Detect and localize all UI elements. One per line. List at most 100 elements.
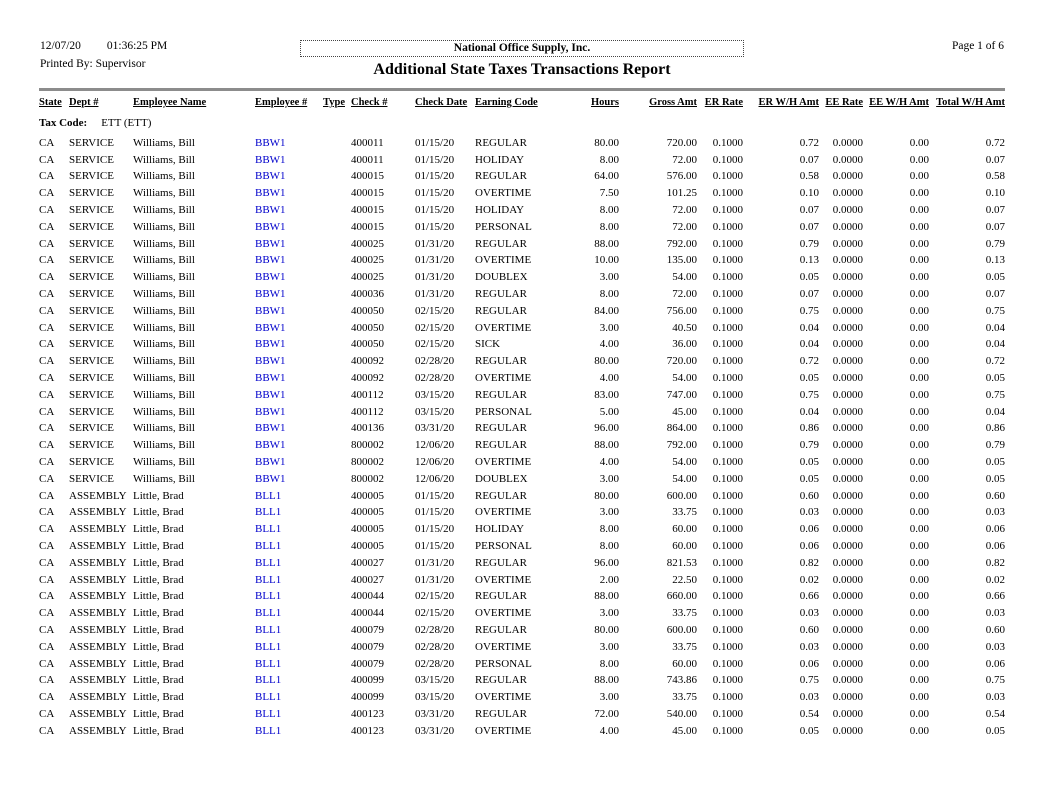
- cell-gross-amt: 743.86: [666, 674, 697, 687]
- table-row: CA SERVICE Williams, Bill BBW1 400015 01/15/2…: [39, 168, 1005, 185]
- employee-number-link[interactable]: BLL1: [255, 523, 282, 536]
- employee-number-link[interactable]: BLL1: [255, 724, 282, 737]
- employee-number-link[interactable]: BBW1: [255, 304, 286, 317]
- employee-number-link[interactable]: BBW1: [255, 422, 286, 435]
- cell-gross-amt: 72.00: [672, 203, 697, 216]
- employee-number-link[interactable]: BBW1: [255, 203, 286, 216]
- cell-gross-amt: 60.00: [672, 539, 697, 552]
- cell-total-w-h-amt: 0.05: [985, 472, 1005, 485]
- employee-number-link[interactable]: BLL1: [255, 674, 282, 687]
- employee-number-link[interactable]: BBW1: [255, 388, 286, 401]
- cell-gross-amt: 33.75: [672, 640, 697, 653]
- employee-number-link[interactable]: BBW1: [255, 455, 286, 468]
- cell-total-w-h-amt: 0.60: [985, 489, 1005, 502]
- employee-number-link[interactable]: BBW1: [255, 153, 286, 166]
- employee-number-link[interactable]: BLL1: [255, 707, 282, 720]
- table-row: CA ASSEMBLY Little, Brad BLL1 400079 02/28/20…: [39, 656, 1005, 673]
- cell-dept: SERVICE: [69, 388, 114, 401]
- employee-number-link[interactable]: BLL1: [255, 573, 282, 586]
- cell-check: 400015: [351, 220, 384, 233]
- cell-type: [323, 588, 351, 605]
- cell-type: [323, 252, 351, 269]
- table-row: CA ASSEMBLY Little, Brad BLL1 400005 01/15/20…: [39, 488, 1005, 505]
- employee-number-link[interactable]: BBW1: [255, 170, 286, 183]
- cell-check-date: 12/06/20: [415, 455, 455, 468]
- cell-earning-code: OVERTIME: [475, 187, 532, 200]
- cell-er-w-h-amt: 0.58: [799, 170, 819, 183]
- cell-state: CA: [39, 304, 55, 317]
- employee-number-link[interactable]: BBW1: [255, 321, 286, 334]
- employee-number-link[interactable]: BLL1: [255, 640, 282, 653]
- cell-hours: 8.00: [599, 523, 619, 536]
- employee-number-link[interactable]: BBW1: [255, 220, 286, 233]
- employee-number-link[interactable]: BLL1: [255, 539, 282, 552]
- employee-number-link[interactable]: BBW1: [255, 338, 286, 351]
- employee-number-link[interactable]: BLL1: [255, 489, 282, 502]
- employee-number-link[interactable]: BBW1: [255, 371, 286, 384]
- cell-hours: 8.00: [599, 287, 619, 300]
- cell-type: [323, 538, 351, 555]
- employee-number-link[interactable]: BBW1: [255, 187, 286, 200]
- cell-hours: 7.50: [599, 187, 619, 200]
- cell-gross-amt: 720.00: [666, 355, 697, 368]
- cell-ee-w-h-amt: 0.00: [909, 489, 929, 502]
- employee-number-link[interactable]: BBW1: [255, 287, 286, 300]
- cell-gross-amt: 40.50: [672, 321, 697, 334]
- employee-number-link[interactable]: BLL1: [255, 623, 282, 636]
- employee-number-link[interactable]: BBW1: [255, 237, 286, 250]
- employee-number-link[interactable]: BBW1: [255, 254, 286, 267]
- cell-check-date: 02/15/20: [415, 338, 455, 351]
- cell-ee-rate: 0.0000: [832, 153, 863, 166]
- cell-check: 400005: [351, 523, 384, 536]
- cell-total-w-h-amt: 0.04: [985, 338, 1005, 351]
- cell-er-w-h-amt: 0.75: [799, 674, 819, 687]
- cell-check-date: 02/15/20: [415, 321, 455, 334]
- cell-type: [323, 320, 351, 337]
- employee-number-link[interactable]: BBW1: [255, 271, 286, 284]
- cell-dept: SERVICE: [69, 287, 114, 300]
- cell-er-rate: 0.1000: [712, 674, 743, 687]
- employee-number-link[interactable]: BLL1: [255, 506, 282, 519]
- employee-number-link[interactable]: BBW1: [255, 136, 286, 149]
- cell-er-rate: 0.1000: [712, 640, 743, 653]
- employee-number-link[interactable]: BBW1: [255, 355, 286, 368]
- cell-type: [323, 605, 351, 622]
- cell-er-rate: 0.1000: [712, 539, 743, 552]
- employee-number-link[interactable]: BBW1: [255, 472, 286, 485]
- cell-dept: ASSEMBLY: [69, 556, 127, 569]
- cell-employee-name: Williams, Bill: [133, 187, 195, 200]
- employee-number-link[interactable]: BLL1: [255, 590, 282, 603]
- cell-type: [323, 387, 351, 404]
- cell-earning-code: OVERTIME: [475, 371, 532, 384]
- cell-earning-code: OVERTIME: [475, 573, 532, 586]
- cell-check: 800002: [351, 439, 384, 452]
- table-row: CA SERVICE Williams, Bill BBW1 400025 01/31/2…: [39, 236, 1005, 253]
- cell-earning-code: PERSONAL: [475, 539, 532, 552]
- cell-dept: ASSEMBLY: [69, 506, 127, 519]
- page-number: Page 1 of 6: [951, 40, 1004, 52]
- cell-type: [323, 454, 351, 471]
- employee-number-link[interactable]: BLL1: [255, 556, 282, 569]
- col-header-hours: Hours: [590, 97, 619, 108]
- cell-state: CA: [39, 523, 55, 536]
- cell-type: [323, 521, 351, 538]
- cell-total-w-h-amt: 0.03: [985, 640, 1005, 653]
- cell-ee-w-h-amt: 0.00: [909, 338, 929, 351]
- employee-number-link[interactable]: BBW1: [255, 439, 286, 452]
- table-row: CA SERVICE Williams, Bill BBW1 400015 01/15/2…: [39, 219, 1005, 236]
- employee-number-link[interactable]: BBW1: [255, 405, 286, 418]
- table-row: CA SERVICE Williams, Bill BBW1 400015 01/15/2…: [39, 202, 1005, 219]
- employee-number-link[interactable]: BLL1: [255, 607, 282, 620]
- cell-check-date: 03/15/20: [415, 674, 455, 687]
- cell-total-w-h-amt: 0.60: [985, 623, 1005, 636]
- cell-dept: SERVICE: [69, 136, 114, 149]
- employee-number-link[interactable]: BLL1: [255, 691, 282, 704]
- cell-employee-name: Williams, Bill: [133, 439, 195, 452]
- cell-state: CA: [39, 136, 55, 149]
- report-header: 12/07/20 01:36:25 PM Printed By: Supervis…: [0, 0, 1044, 88]
- cell-er-w-h-amt: 0.06: [799, 657, 819, 670]
- cell-employee-name: Williams, Bill: [133, 237, 195, 250]
- employee-number-link[interactable]: BLL1: [255, 657, 282, 670]
- cell-er-rate: 0.1000: [712, 422, 743, 435]
- cell-type: [323, 555, 351, 572]
